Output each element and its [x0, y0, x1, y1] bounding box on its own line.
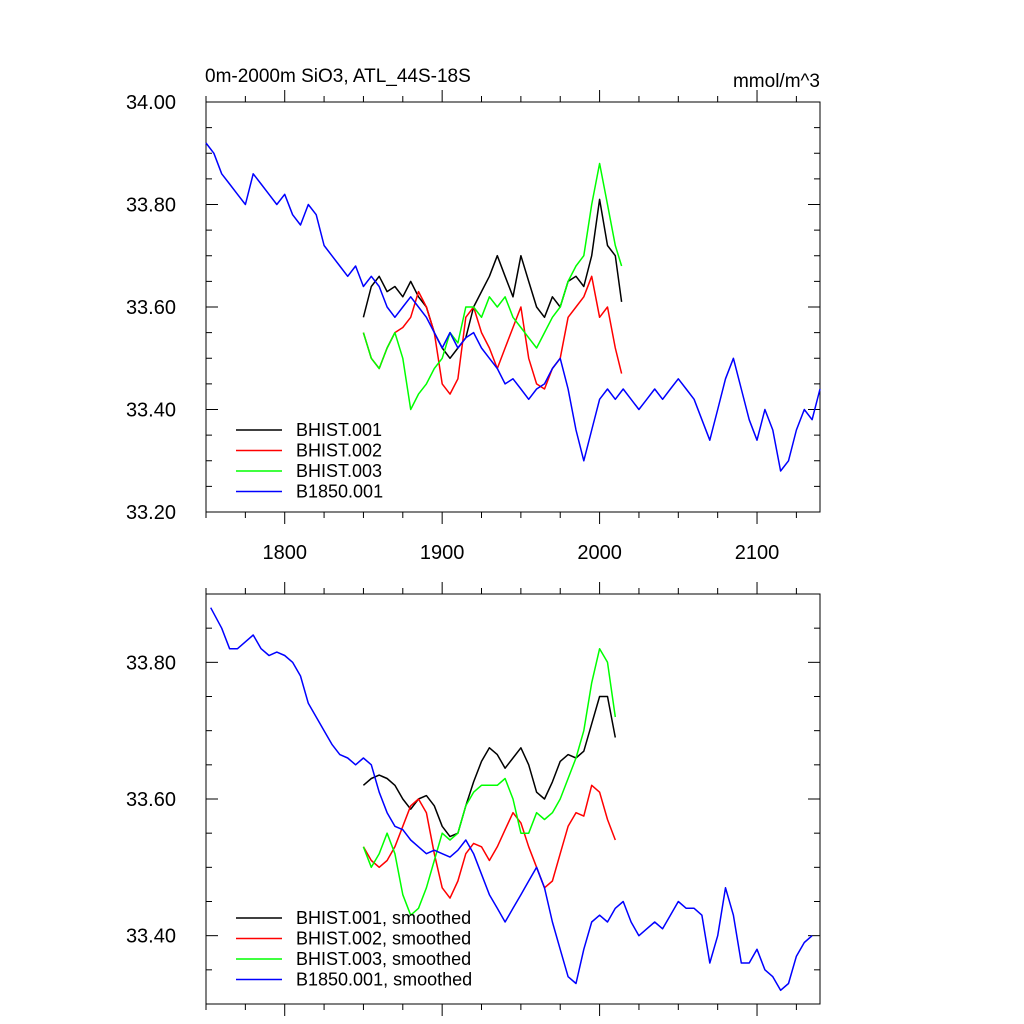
y-tick-label: 33.80 [126, 195, 176, 217]
x-tick-label: 2100 [735, 542, 780, 564]
x-tick-label: 1800 [262, 542, 307, 564]
y-tick-label: 33.60 [126, 789, 176, 811]
y-tick-label: 33.80 [126, 652, 176, 674]
legend-label: BHIST.002 [296, 441, 382, 461]
top-panel: 33.20 33.40 33.60 33.80 34.00 1800 1900 2000 210… [126, 90, 821, 564]
y-tick-label: 33.40 [126, 400, 176, 422]
y-tick-label: 34.00 [126, 92, 176, 114]
x-tick-label: 1900 [420, 542, 465, 564]
legend-label: B1850.001 [296, 482, 383, 502]
x-tick-label: 2000 [577, 542, 622, 564]
legend-label: BHIST.002, smoothed [296, 929, 471, 949]
y-tick-label: 33.60 [126, 297, 176, 319]
series-line [362, 784, 617, 899]
series-line [362, 695, 617, 838]
y-tick-label: 33.40 [126, 926, 176, 948]
legend-label: BHIST.001, smoothed [296, 908, 471, 928]
legend-label: BHIST.003 [296, 461, 382, 481]
y-tick-label: 33.20 [126, 502, 176, 524]
series-line [362, 198, 623, 360]
series-line [362, 162, 623, 411]
series-line [210, 607, 813, 992]
series-line [205, 142, 821, 472]
legend-label: B1850.001, smoothed [296, 970, 472, 990]
series-line [362, 275, 623, 395]
units-label: mmol/m^3 [733, 71, 820, 92]
legend-label: BHIST.003, smoothed [296, 949, 471, 969]
chart-title: 0m-2000m SiO3, ATL_44S-18S [205, 66, 471, 87]
series-line [362, 647, 617, 916]
legend-label: BHIST.001 [296, 420, 382, 440]
